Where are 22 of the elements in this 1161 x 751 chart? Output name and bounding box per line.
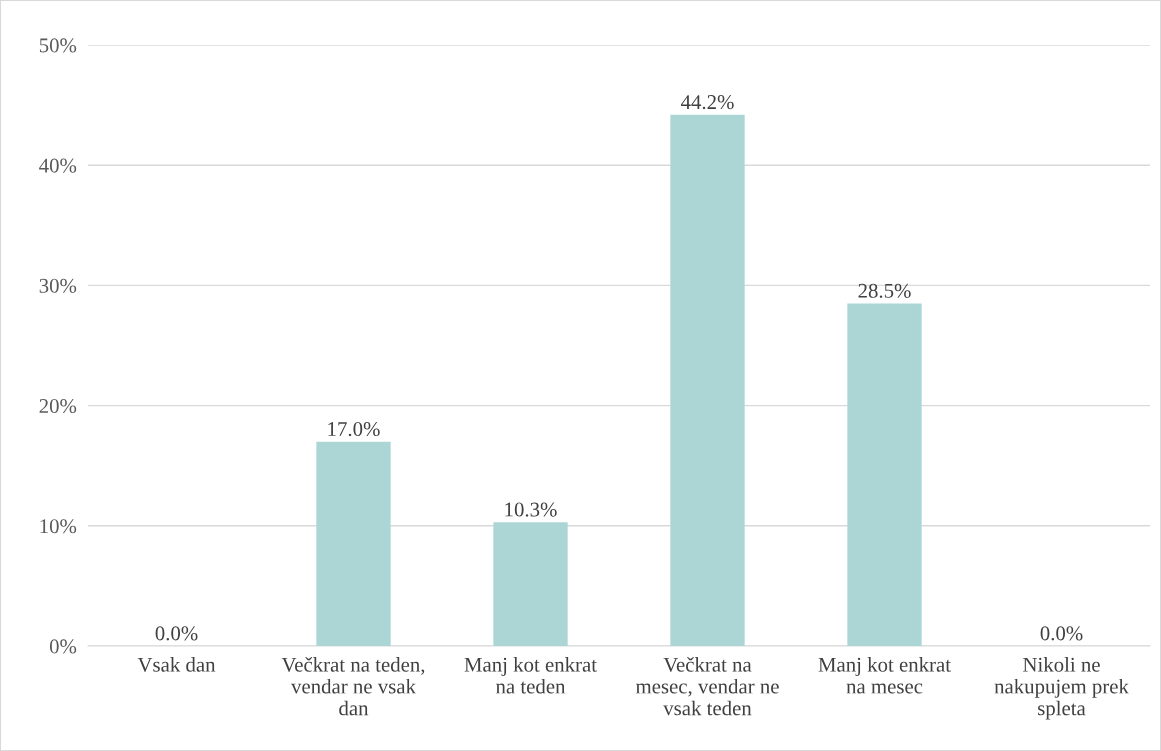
data-label: 17.0% [328, 421, 380, 437]
y-tick-label: 30% [39, 278, 77, 293]
y-tick-label: 10% [40, 519, 77, 534]
x-tick-label: Manj kot enkrat na teden [464, 657, 597, 694]
y-tick-label: 0% [49, 639, 77, 654]
bar [670, 114, 745, 646]
data-label: 44.2% [681, 95, 734, 110]
y-tick-label: 50% [39, 38, 77, 53]
x-tick-label: Nikoli ne nakupujem prek spleta [994, 657, 1129, 720]
data-label: 28.5% [858, 283, 911, 298]
bar [493, 522, 568, 646]
bar [316, 441, 391, 646]
data-label: 10.3% [505, 502, 557, 517]
y-tick-label: 20% [39, 398, 77, 414]
x-tick-label: Vsak dan [137, 657, 216, 672]
data-label: 0.0% [1040, 626, 1083, 641]
data-label: 0.0% [155, 626, 198, 641]
y-tick-label: 40% [39, 158, 77, 173]
x-tick-label: Večkrat na mesec, vendar ne vsak teden [635, 657, 779, 716]
bar [847, 303, 922, 646]
x-tick-label: Manj kot enkrat na mesec [818, 657, 951, 694]
x-tick-label: Večkrat na teden, vendar ne vsak dan [281, 657, 425, 716]
